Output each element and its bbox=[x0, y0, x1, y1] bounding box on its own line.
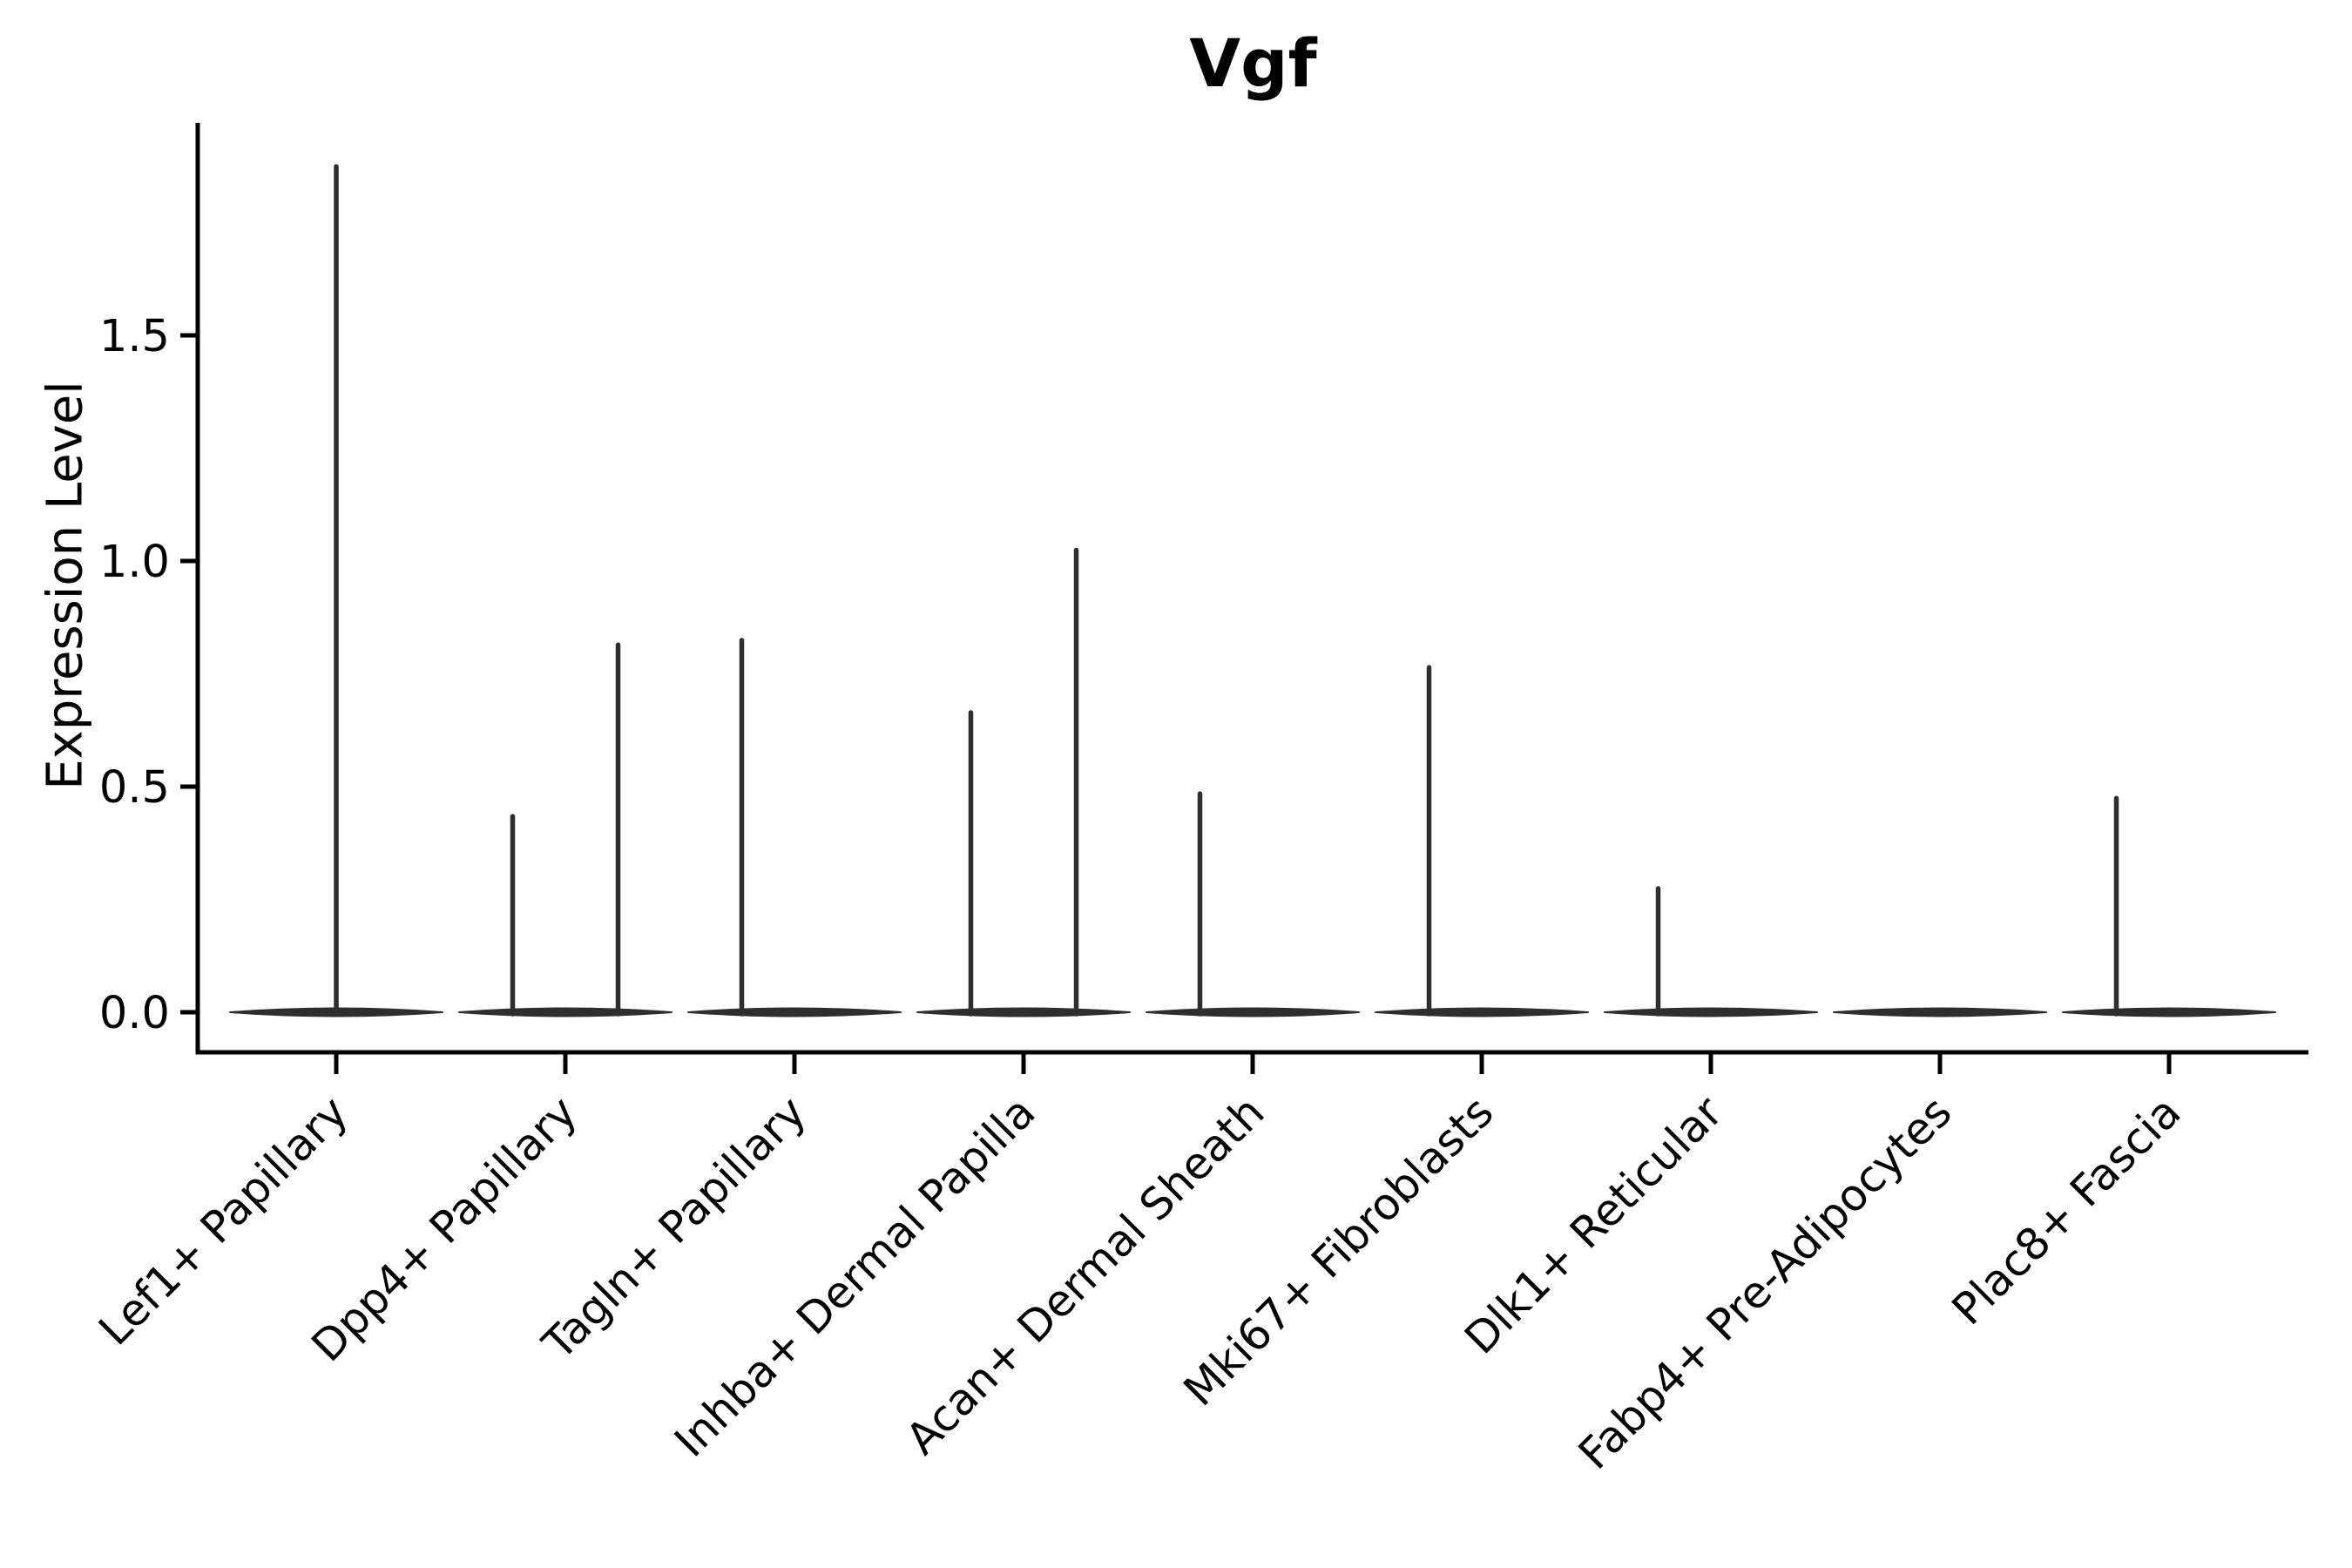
x-tick-label: Lef1+ Papillary bbox=[89, 1086, 357, 1355]
y-tick-label: 0.0 bbox=[99, 988, 170, 1039]
x-tick-label: Plac8+ Fascia bbox=[1943, 1086, 2191, 1335]
violin-base bbox=[458, 1007, 672, 1017]
y-tick-label: 1.5 bbox=[99, 311, 170, 362]
violin-base bbox=[1833, 1007, 2047, 1017]
chart-title: Vgf bbox=[1189, 24, 1317, 102]
y-tick-label: 0.5 bbox=[99, 762, 170, 814]
violin-base bbox=[2062, 1007, 2276, 1017]
violin-base bbox=[1146, 1007, 1360, 1017]
violin-base bbox=[687, 1007, 902, 1017]
violin-base bbox=[1375, 1007, 1589, 1017]
y-tick-label: 1.0 bbox=[99, 537, 170, 588]
violin-base bbox=[916, 1007, 1131, 1017]
violin-base bbox=[1604, 1007, 1818, 1017]
x-tick-label: Fabp4+ Pre-Adipocytes bbox=[1569, 1086, 1962, 1479]
